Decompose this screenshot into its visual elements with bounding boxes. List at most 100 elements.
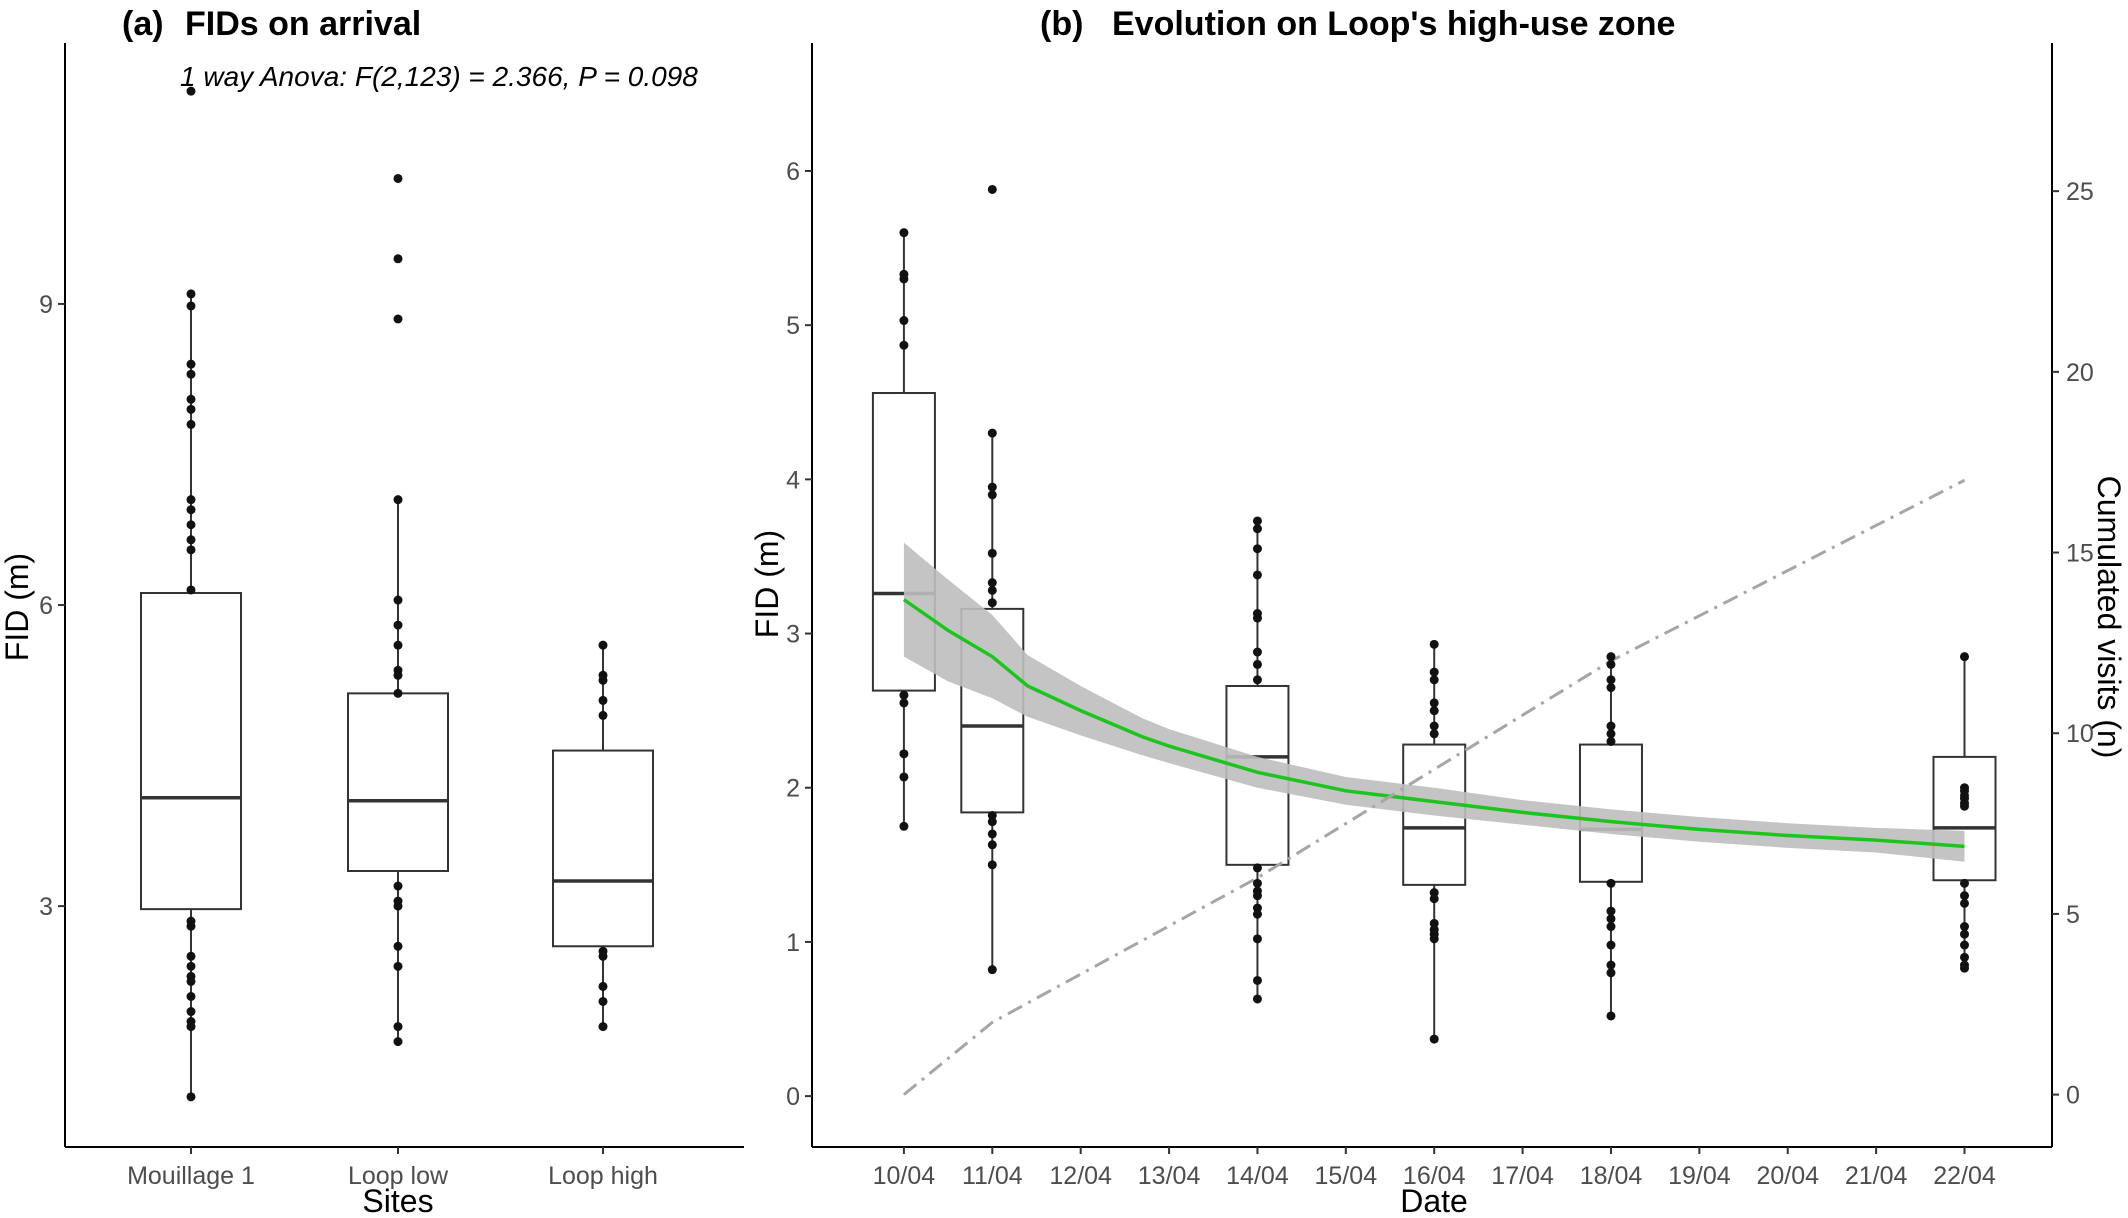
x-tick-label: 20/04 bbox=[1756, 1162, 1819, 1190]
x-tick-label: 13/04 bbox=[1138, 1162, 1201, 1190]
x-tick-label: Loop high bbox=[548, 1162, 658, 1190]
data-point bbox=[598, 695, 608, 705]
box-iqr bbox=[871, 392, 936, 692]
data-point bbox=[1606, 659, 1616, 669]
data-point bbox=[393, 495, 403, 505]
data-point bbox=[987, 490, 997, 500]
data-point bbox=[393, 173, 403, 183]
data-point bbox=[1960, 652, 1970, 662]
data-point bbox=[1960, 929, 1970, 939]
panel-a-ylabel: FID (m) bbox=[0, 553, 35, 661]
x-tick-label: 11/04 bbox=[962, 1162, 1023, 1190]
y-right-tick-label: 25 bbox=[2066, 178, 2094, 206]
x-tick-label: 21/04 bbox=[1845, 1162, 1908, 1190]
data-point bbox=[1606, 968, 1616, 978]
data-point bbox=[186, 359, 196, 369]
data-point bbox=[987, 578, 997, 588]
data-point bbox=[186, 921, 196, 931]
data-point bbox=[1606, 729, 1616, 739]
data-point bbox=[598, 710, 608, 720]
data-point bbox=[186, 289, 196, 299]
data-point bbox=[1429, 1034, 1439, 1044]
data-point bbox=[1252, 570, 1262, 580]
data-point bbox=[1429, 888, 1439, 898]
data-point bbox=[186, 394, 196, 404]
y-tick-label: 5 bbox=[786, 312, 800, 340]
panel-b-ylabel-right: Cumulated visits (n) bbox=[2091, 476, 2127, 759]
data-point bbox=[1606, 914, 1616, 924]
data-point bbox=[987, 829, 997, 839]
data-point bbox=[987, 965, 997, 975]
data-point bbox=[987, 184, 997, 194]
data-point bbox=[598, 996, 608, 1006]
data-point bbox=[1429, 675, 1439, 685]
data-point bbox=[393, 640, 403, 650]
panel-b-ylabel: FID (m) bbox=[749, 530, 785, 638]
data-point bbox=[1606, 652, 1616, 662]
data-point bbox=[1252, 613, 1262, 623]
y-tick-label: 3 bbox=[786, 621, 800, 649]
data-point bbox=[186, 961, 196, 971]
data-point bbox=[1252, 524, 1262, 534]
data-point bbox=[1606, 683, 1616, 693]
data-point bbox=[1252, 647, 1262, 657]
data-point bbox=[598, 951, 608, 961]
data-point bbox=[1606, 960, 1616, 970]
data-point bbox=[1960, 898, 1970, 908]
data-point bbox=[1606, 940, 1616, 950]
data-point bbox=[186, 419, 196, 429]
panel-b-title: Evolution on Loop's high-use zone bbox=[1112, 5, 1675, 43]
data-point bbox=[899, 316, 909, 326]
data-point bbox=[393, 595, 403, 605]
x-tick-label: 16/04 bbox=[1403, 1162, 1466, 1190]
data-point bbox=[1606, 721, 1616, 731]
data-point bbox=[598, 640, 608, 650]
data-point bbox=[393, 961, 403, 971]
data-point bbox=[1252, 863, 1262, 873]
data-point bbox=[393, 688, 403, 698]
data-point bbox=[598, 981, 608, 991]
data-point bbox=[1429, 698, 1439, 708]
data-point bbox=[899, 772, 909, 782]
data-point bbox=[1606, 1011, 1616, 1021]
data-point bbox=[393, 670, 403, 680]
data-point bbox=[899, 340, 909, 350]
data-point bbox=[1252, 878, 1262, 888]
data-point bbox=[1606, 878, 1616, 888]
x-tick-label: 10/04 bbox=[873, 1162, 936, 1190]
data-point bbox=[1960, 952, 1970, 962]
data-point bbox=[1960, 801, 1970, 811]
panel-a-xlabel: Sites bbox=[362, 1183, 433, 1218]
data-point bbox=[393, 901, 403, 911]
data-point bbox=[393, 1037, 403, 1047]
x-tick-label: 14/04 bbox=[1226, 1162, 1289, 1190]
panel-b: (b) Evolution on Loop's high-use zone Da… bbox=[749, 5, 2127, 1218]
data-point bbox=[186, 976, 196, 986]
data-point bbox=[987, 860, 997, 870]
y-right-tick-label: 20 bbox=[2066, 359, 2094, 387]
data-point bbox=[1960, 963, 1970, 973]
panel-a-label: (a) bbox=[122, 5, 164, 43]
data-point bbox=[598, 1022, 608, 1032]
data-point bbox=[1606, 675, 1616, 685]
y-tick-label: 9 bbox=[39, 291, 53, 319]
y-tick-label: 6 bbox=[786, 158, 800, 186]
data-point bbox=[987, 428, 997, 438]
data-point bbox=[1252, 891, 1262, 901]
y-right-tick-label: 10 bbox=[2066, 720, 2094, 748]
data-point bbox=[1429, 667, 1439, 677]
data-point bbox=[186, 495, 196, 505]
data-point bbox=[1606, 906, 1616, 916]
x-tick-label: 15/04 bbox=[1315, 1162, 1378, 1190]
y-right-tick-label: 5 bbox=[2066, 901, 2080, 929]
x-tick-label: Mouillage 1 bbox=[127, 1162, 255, 1190]
y-tick-label: 1 bbox=[786, 929, 800, 957]
data-point bbox=[186, 369, 196, 379]
y-tick-label: 4 bbox=[786, 466, 800, 494]
data-point bbox=[186, 1092, 196, 1102]
data-point bbox=[987, 817, 997, 827]
data-point bbox=[393, 881, 403, 891]
data-point bbox=[1429, 729, 1439, 739]
data-point bbox=[598, 675, 608, 685]
